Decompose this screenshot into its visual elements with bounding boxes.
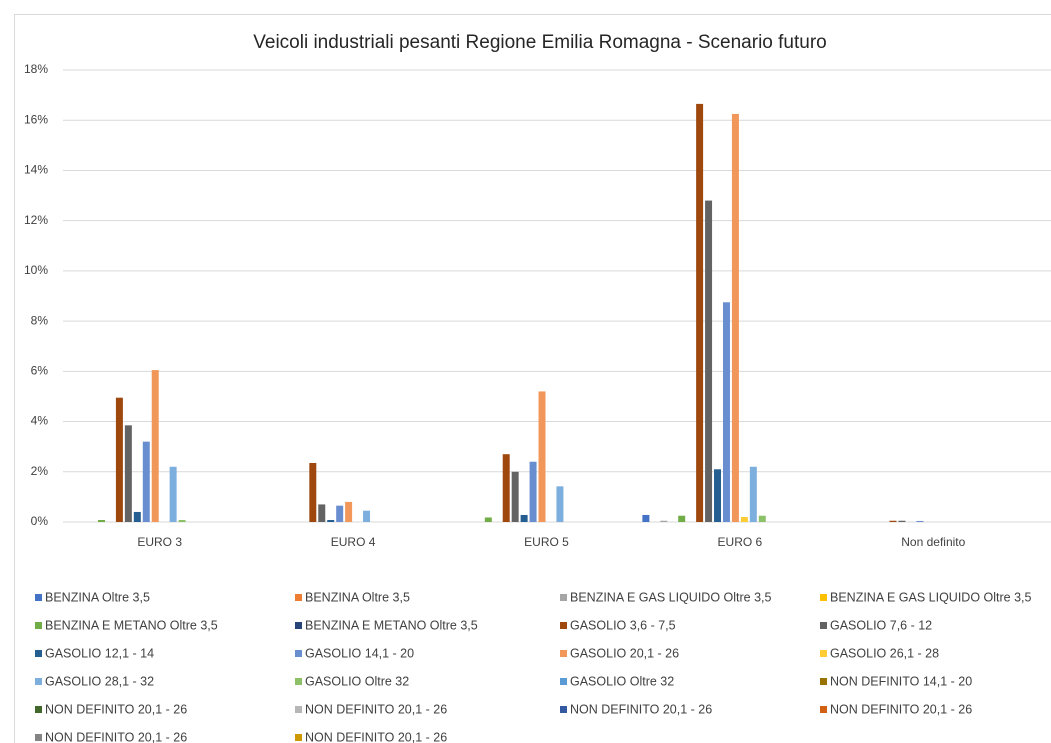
legend-swatch — [35, 734, 42, 741]
bar — [327, 519, 335, 522]
bar — [511, 471, 519, 522]
legend-label: BENZINA Oltre 3,5 — [45, 590, 150, 604]
bar — [169, 466, 177, 522]
legend-swatch — [820, 622, 827, 629]
bar — [124, 425, 132, 522]
legend-label: BENZINA E GAS LIQUIDO Oltre 3,5 — [830, 590, 1031, 604]
bar — [705, 200, 713, 523]
legend-swatch — [560, 678, 567, 685]
x-tick-label: EURO 4 — [331, 535, 376, 549]
bar — [538, 391, 546, 522]
legend-swatch — [35, 678, 42, 685]
legend-swatch — [35, 706, 42, 713]
bar — [363, 510, 371, 522]
legend-swatch — [295, 706, 302, 713]
legend-swatch — [560, 594, 567, 601]
legend-label: NON DEFINITO 20,1 - 26 — [570, 702, 712, 716]
bar — [758, 515, 766, 522]
bar — [142, 441, 150, 522]
bar — [916, 520, 924, 522]
legend-label: NON DEFINITO 20,1 - 26 — [45, 730, 187, 743]
legend-swatch — [560, 706, 567, 713]
legend-label: NON DEFINITO 14,1 - 20 — [830, 674, 972, 688]
bar — [696, 103, 704, 523]
bar — [642, 514, 650, 522]
legend-swatch — [560, 650, 567, 657]
bar — [178, 519, 186, 522]
legend-label: BENZINA E METANO Oltre 3,5 — [305, 618, 478, 632]
chart-frame — [14, 14, 1051, 743]
bar — [678, 515, 686, 522]
legend-label: GASOLIO 7,6 - 12 — [830, 618, 932, 632]
x-tick-label: EURO 3 — [137, 535, 182, 549]
bar — [749, 466, 757, 522]
legend-label: GASOLIO 28,1 - 32 — [45, 674, 154, 688]
bar — [345, 501, 353, 522]
legend-swatch — [35, 594, 42, 601]
legend-swatch — [560, 622, 567, 629]
bar — [714, 469, 722, 522]
y-tick-label: 4% — [31, 414, 49, 428]
bar — [731, 113, 739, 522]
y-tick-label: 6% — [31, 364, 49, 378]
legend-label: GASOLIO 20,1 - 26 — [570, 646, 679, 660]
y-tick-label: 2% — [31, 464, 49, 478]
legend-swatch — [820, 678, 827, 685]
legend-swatch — [820, 706, 827, 713]
legend-label: NON DEFINITO 20,1 - 26 — [830, 702, 972, 716]
legend-swatch — [295, 734, 302, 741]
y-tick-label: 18% — [24, 62, 48, 76]
legend-swatch — [295, 594, 302, 601]
legend-label: BENZINA E GAS LIQUIDO Oltre 3,5 — [570, 590, 771, 604]
bar — [309, 462, 317, 522]
bar — [740, 516, 748, 522]
legend-swatch — [35, 622, 42, 629]
bar — [115, 397, 123, 522]
legend-label: GASOLIO 26,1 - 28 — [830, 646, 939, 660]
legend-label: GASOLIO 3,6 - 7,5 — [570, 618, 676, 632]
y-tick-label: 12% — [24, 213, 48, 227]
bar — [336, 505, 344, 522]
bar — [889, 520, 897, 522]
legend-label: GASOLIO Oltre 32 — [570, 674, 674, 688]
legend-swatch — [295, 650, 302, 657]
legend-label: BENZINA Oltre 3,5 — [305, 590, 410, 604]
legend-swatch — [820, 650, 827, 657]
legend-swatch — [35, 650, 42, 657]
legend-label: NON DEFINITO 20,1 - 26 — [45, 702, 187, 716]
legend-label: NON DEFINITO 20,1 - 26 — [305, 702, 447, 716]
y-tick-label: 8% — [31, 313, 49, 327]
x-tick-label: EURO 5 — [524, 535, 569, 549]
legend-label: GASOLIO 14,1 - 20 — [305, 646, 414, 660]
y-tick-label: 14% — [24, 163, 48, 177]
legend-swatch — [820, 594, 827, 601]
bar — [722, 302, 730, 522]
y-tick-label: 16% — [24, 112, 48, 126]
bar — [133, 511, 141, 522]
legend-swatch — [295, 622, 302, 629]
chart-title: Veicoli industriali pesanti Regione Emil… — [253, 32, 826, 53]
bar — [556, 486, 564, 522]
bar — [529, 461, 537, 522]
bar — [318, 504, 326, 522]
legend-label: GASOLIO Oltre 32 — [305, 674, 409, 688]
legend-label: BENZINA E METANO Oltre 3,5 — [45, 618, 218, 632]
bar — [151, 370, 159, 522]
y-tick-label: 0% — [31, 514, 49, 528]
legend-label: NON DEFINITO 20,1 - 26 — [305, 730, 447, 743]
bar — [98, 519, 105, 522]
bar — [660, 520, 668, 522]
bar — [484, 517, 492, 522]
x-tick-label: Non definito — [901, 535, 965, 549]
bar — [898, 520, 906, 522]
x-tick-label: EURO 6 — [718, 535, 763, 549]
legend-swatch — [295, 678, 302, 685]
bar — [520, 514, 528, 522]
legend-label: GASOLIO 12,1 - 14 — [45, 646, 154, 660]
y-tick-label: 10% — [24, 263, 48, 277]
bar — [502, 454, 510, 522]
